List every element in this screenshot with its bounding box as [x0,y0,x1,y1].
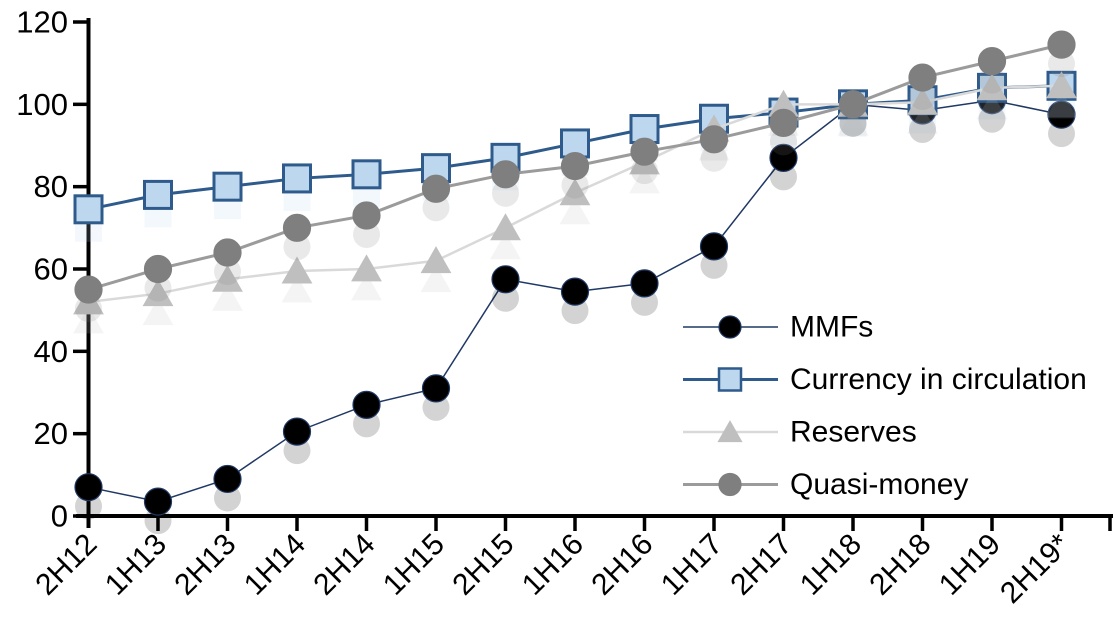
data-point-marker [281,256,313,284]
y-tick-label: 0 [51,499,68,534]
data-point-marker [630,269,659,298]
y-tick-label: 60 [34,252,68,287]
data-point-marker [1046,71,1077,99]
legend-label: Reserves [790,416,917,449]
x-tick-label: 1H18 [794,528,868,602]
data-point-marker [699,232,729,261]
data-point-marker [838,90,868,119]
data-point-marker [491,160,520,189]
data-point-marker [282,163,312,194]
data-point-marker [630,137,659,166]
marker-shadow [490,232,521,260]
y-tick-label: 40 [34,334,68,369]
marker-shadow [837,108,869,136]
data-point-marker [421,174,451,203]
x-tick-label: 2H17 [724,528,798,602]
data-point-marker [699,125,729,154]
x-tick-label: 2H14 [307,528,381,602]
y-tick-label: 20 [34,416,68,451]
x-tick-label: 2H19* [994,527,1077,610]
data-point-marker [976,73,1008,101]
legend-item-quasi-money: Quasi-money [683,468,968,501]
data-point-marker [559,178,591,206]
legend-label: Currency in circulation [790,363,1087,396]
series-quasi-money [74,30,1076,323]
data-point-marker [142,279,174,307]
data-point-marker [768,89,799,117]
data-point-marker [282,417,312,446]
data-point-marker [560,151,590,181]
x-tick-label: 2H18 [863,528,937,602]
y-tick-label: 100 [16,87,68,122]
data-point-marker [212,264,243,292]
legend-item-currency-in-circulation: Currency in circulation [683,363,1087,396]
data-point-marker [143,254,173,284]
data-point-marker [213,464,242,494]
data-point-marker [1047,30,1076,59]
data-point-marker [73,194,104,225]
marker-shadow [212,283,243,311]
x-tick-label: 1H13 [99,528,173,602]
data-point-marker [74,275,103,304]
marker-shadow [629,166,660,194]
data-point-marker [907,87,938,115]
legend-label: MMFs [790,311,873,344]
x-tick-label: 1H17 [655,528,729,602]
data-point-marker [143,179,173,210]
data-point-marker [213,238,242,267]
data-point-marker [352,201,381,230]
x-tick-label: 2H16 [585,528,659,602]
x-tick-label: 1H14 [238,528,312,602]
data-point-marker [351,159,382,190]
data-point-marker [908,63,937,92]
legend-marker [717,367,743,392]
data-point-marker [351,254,382,282]
data-point-marker [74,473,103,502]
data-point-marker [421,374,451,403]
data-point-marker [352,390,381,419]
x-tick-label: 2H15 [446,528,520,602]
x-tick-label: 2H12 [29,528,103,602]
marker-shadow [420,265,452,293]
legend-item-reserves: Reserves [683,416,917,449]
data-point-marker [212,171,243,202]
data-point-marker [490,213,521,241]
data-point-marker [491,265,520,294]
marker-shadow [281,275,313,303]
legend-marker [718,315,742,339]
data-point-marker [282,213,312,242]
legend-label: Quasi-money [790,468,968,501]
data-point-marker [560,277,590,306]
data-point-marker [1047,100,1076,129]
marker-shadow [1046,90,1077,118]
legend-marker [717,420,743,443]
marker-shadow [976,92,1008,120]
data-point-marker [977,47,1007,76]
data-point-marker [769,143,798,172]
y-tick-label: 120 [16,5,68,40]
legend-marker [718,472,742,497]
marker-shadow [351,273,382,301]
marker-shadow [559,197,591,225]
data-point-marker [769,108,798,137]
data-point-marker [420,246,452,274]
data-point-marker [143,487,173,516]
legend-item-mmfs: MMFs [683,311,873,344]
marker-shadow [907,106,938,134]
legend: MMFs Currency in circulation Reserves Quasi… [683,311,1087,501]
marker-shadow [142,298,174,326]
x-tick-label: 1H19 [933,528,1007,602]
y-tick-label: 80 [34,169,68,204]
marker-shadow [73,306,104,334]
x-tick-label: 1H16 [516,528,590,602]
x-tick-label: 1H15 [377,528,451,602]
x-tick-label: 2H13 [168,528,242,602]
